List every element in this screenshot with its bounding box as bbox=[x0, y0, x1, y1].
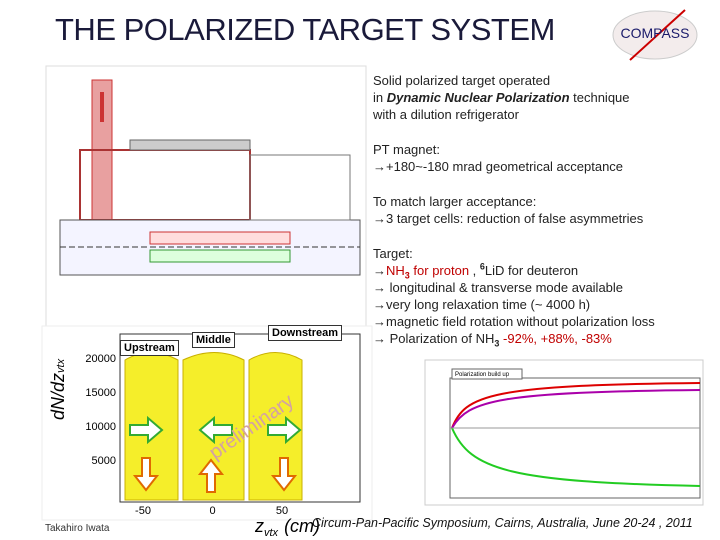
text-run: with a dilution refrigerator bbox=[373, 107, 519, 122]
bullet-block: To match larger acceptance: →3 target cel… bbox=[373, 193, 713, 227]
text-run: in bbox=[373, 90, 387, 105]
y-axis-label-sub: vtx bbox=[55, 358, 67, 373]
footer-event: Circum-Pan-Pacific Symposium, Cairns, Au… bbox=[312, 516, 693, 530]
text-run: →3 target cells: reduction of false asym… bbox=[373, 211, 644, 226]
text-line: →NH3 for proton , 6LiD for deuteron bbox=[373, 261, 713, 281]
spin-arrows bbox=[129, 415, 302, 445]
text-line: with a dilution refrigerator bbox=[373, 106, 713, 123]
cell-label: Upstream bbox=[120, 340, 179, 356]
text-run: +88%, bbox=[540, 331, 578, 346]
apparatus bbox=[149, 249, 291, 263]
text-line: →3 target cells: reduction of false asym… bbox=[373, 210, 713, 227]
text-line: PT magnet: bbox=[373, 141, 713, 158]
text-run: 3 bbox=[494, 338, 500, 349]
text-line: Solid polarized target operated bbox=[373, 72, 713, 89]
text-run: NH bbox=[386, 263, 405, 278]
bullet-block: Target: →NH3 for proton , 6LiD for deuter… bbox=[373, 245, 713, 349]
inset-axes bbox=[449, 377, 701, 499]
curve bbox=[451, 389, 701, 429]
text-line: →+180~-180 mrad geometrical acceptance bbox=[373, 158, 713, 175]
bullet-block: PT magnet: →+180~-180 mrad geometrical ac… bbox=[373, 141, 713, 175]
x-axis-label: zvtx (cm) bbox=[254, 516, 320, 539]
cell-label: Downstream bbox=[268, 325, 343, 341]
text-run: → bbox=[373, 263, 386, 278]
cell-label: Middle bbox=[192, 332, 235, 348]
x-tick-label: 0 bbox=[209, 505, 215, 517]
y-tick-label: 10000 bbox=[85, 421, 116, 433]
apparatus bbox=[129, 139, 251, 151]
slide-title: THE POLARIZED TARGET SYSTEM bbox=[55, 12, 555, 47]
apparatus bbox=[100, 92, 104, 122]
apparatus bbox=[249, 154, 351, 221]
text-run: PT magnet: bbox=[373, 142, 440, 157]
y-axis-label: dN/dzvtx bbox=[48, 358, 68, 420]
apparatus bbox=[149, 231, 291, 245]
text-run: -83% bbox=[581, 331, 612, 346]
inset-title-box bbox=[451, 368, 523, 380]
text-run: for proton bbox=[409, 263, 470, 278]
text-run: Target: bbox=[373, 246, 413, 261]
logo-needle bbox=[629, 9, 686, 61]
text-run: → longitudinal & transverse mode availab… bbox=[373, 280, 624, 295]
text-run: , bbox=[469, 263, 480, 278]
y-tick-label: 5000 bbox=[92, 455, 116, 467]
text-run: →+180~-180 mrad geometrical acceptance bbox=[373, 159, 624, 174]
text-run: →very long relaxation time (~ 4000 h) bbox=[373, 297, 591, 312]
curve bbox=[451, 427, 701, 487]
curve bbox=[451, 382, 701, 429]
text-run: 3 bbox=[404, 270, 410, 281]
bullet-block: Solid polarized target operated in Dynami… bbox=[373, 72, 713, 123]
text-line: Target: bbox=[373, 245, 713, 262]
text-line: → longitudinal & transverse mode availab… bbox=[373, 279, 713, 296]
x-axis-label-sub: vtx bbox=[264, 527, 279, 539]
logo-text: COMPASS bbox=[621, 25, 690, 41]
text-line: To match larger acceptance: bbox=[373, 193, 713, 210]
text-line: → Polarization of NH3 -92%, +88%, -83% bbox=[373, 330, 713, 349]
x-axis-label-main: z bbox=[254, 516, 264, 536]
x-tick-label: 50 bbox=[276, 505, 288, 517]
text-run: technique bbox=[569, 90, 630, 105]
footer-author: Takahiro Iwata bbox=[45, 523, 110, 534]
text-run: LiD for deuteron bbox=[484, 263, 579, 278]
text-run: Solid polarized target operated bbox=[373, 73, 551, 88]
text-line: in Dynamic Nuclear Polarization techniqu… bbox=[373, 89, 713, 106]
inset-title: Polarization build up bbox=[455, 372, 510, 378]
text-run: To match larger acceptance: bbox=[373, 194, 537, 209]
text-line: →magnetic field rotation without polariz… bbox=[373, 313, 713, 330]
logo-bg bbox=[612, 10, 698, 60]
bullet-text: Solid polarized target operated in Dynami… bbox=[373, 72, 713, 365]
text-run: 6 bbox=[479, 261, 485, 272]
text-run: →magnetic field rotation without polariz… bbox=[373, 314, 655, 329]
text-run: -92%, bbox=[503, 331, 537, 346]
text-run: Dynamic Nuclear Polarization bbox=[386, 90, 570, 105]
x-tick-label: -50 bbox=[135, 505, 151, 517]
x-axis-unit: (cm) bbox=[284, 516, 320, 536]
y-tick-label: 15000 bbox=[85, 387, 116, 399]
field-arrows bbox=[132, 457, 298, 493]
y-axis-label-main: dN/dz bbox=[48, 373, 68, 420]
y-tick-label: 20000 bbox=[85, 353, 116, 365]
text-line: →very long relaxation time (~ 4000 h) bbox=[373, 296, 713, 313]
text-run: → Polarization of NH bbox=[373, 331, 495, 346]
